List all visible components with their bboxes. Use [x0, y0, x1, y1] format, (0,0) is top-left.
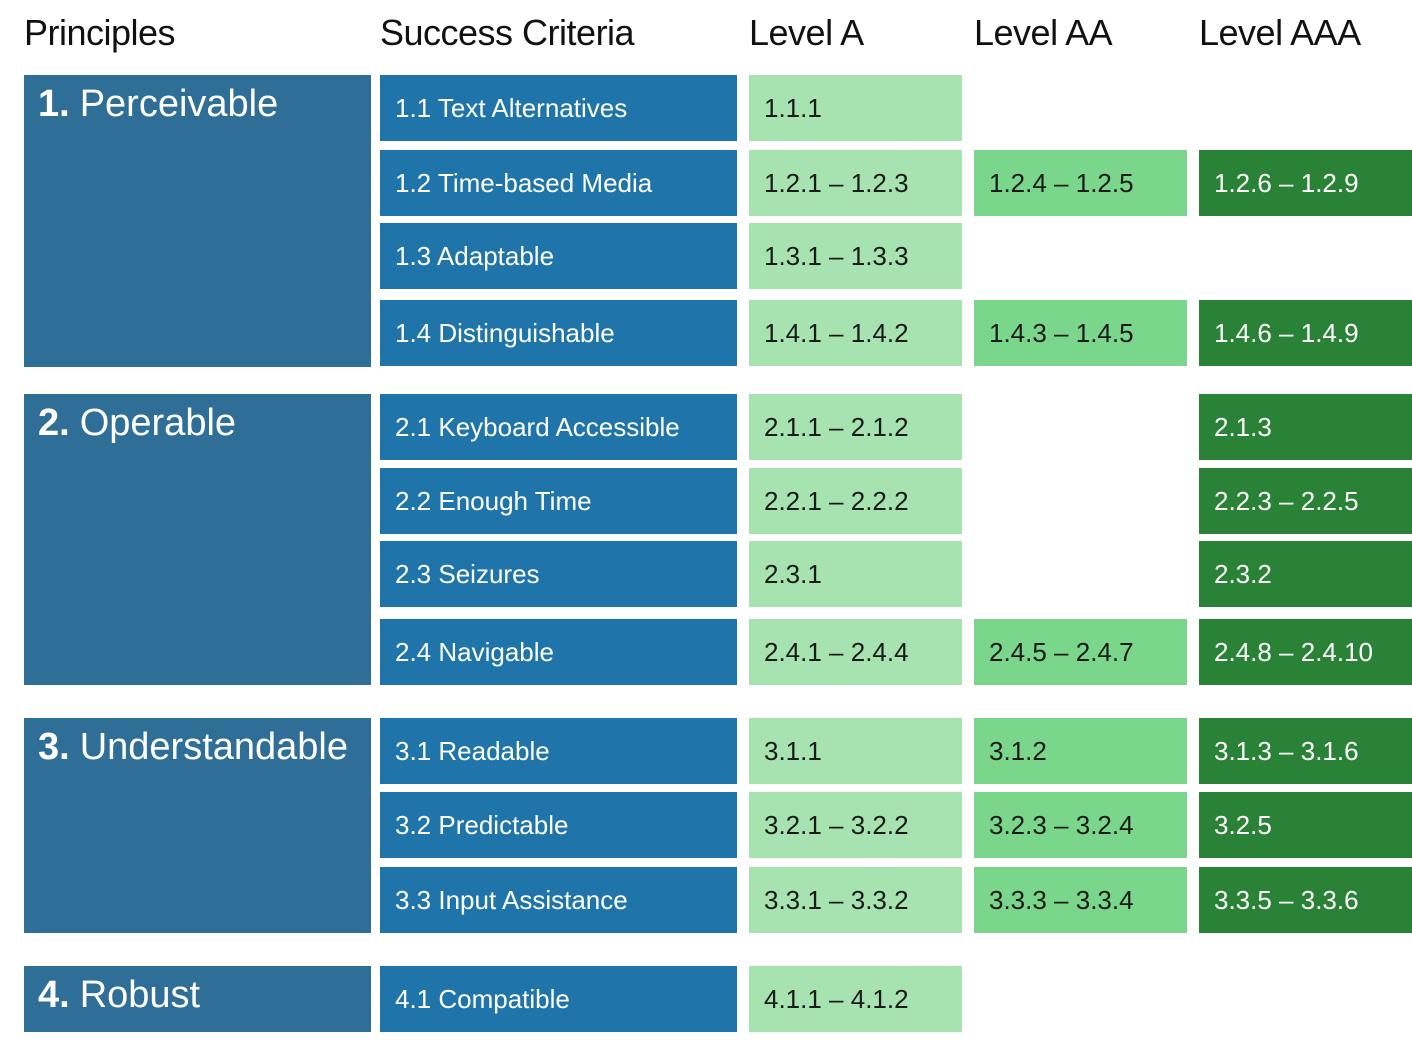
table-row: 2.4 Navigable 2.4.1 – 2.4.4 2.4.5 – 2.4.7 2… [380, 619, 1412, 685]
table-row: 4.1 Compatible 4.1.1 – 4.1.2 [380, 966, 1412, 1032]
level-aa-cell: 3.3.3 – 3.3.4 [974, 867, 1187, 933]
guideline-cell: 2.1 Keyboard Accessible [380, 394, 737, 460]
header-level-aaa: Level AAA [1199, 12, 1361, 53]
header-level-a: Level A [749, 12, 864, 53]
guideline-cell: 1.1 Text Alternatives [380, 75, 737, 141]
guideline-cell: 2.3 Seizures [380, 541, 737, 607]
level-a-cell: 3.1.1 [749, 718, 962, 784]
principle-name: Perceivable [79, 83, 279, 125]
table-row: 1.4 Distinguishable 1.4.1 – 1.4.2 1.4.3 – … [380, 300, 1412, 366]
principle-operable: 2. Operable [24, 394, 371, 685]
level-aaa-cell: 1.2.6 – 1.2.9 [1199, 150, 1412, 216]
level-aaa-cell: 1.4.6 – 1.4.9 [1199, 300, 1412, 366]
level-aaa-cell: 3.1.3 – 3.1.6 [1199, 718, 1412, 784]
principle-robust: 4. Robust [24, 966, 371, 1032]
level-aa-cell: 2.4.5 – 2.4.7 [974, 619, 1187, 685]
header-principles: Principles [24, 12, 176, 53]
guideline-cell: 1.2 Time-based Media [380, 150, 737, 216]
table-row: 1.3 Adaptable 1.3.1 – 1.3.3 [380, 223, 1412, 289]
level-a-cell: 1.4.1 – 1.4.2 [749, 300, 962, 366]
level-aaa-cell: 3.3.5 – 3.3.6 [1199, 867, 1412, 933]
level-aaa-cell: 3.2.5 [1199, 792, 1412, 858]
guideline-cell: 3.2 Predictable [380, 792, 737, 858]
principle-number: 4. [38, 974, 70, 1016]
guideline-cell: 1.3 Adaptable [380, 223, 737, 289]
table-row: 2.2 Enough Time 2.2.1 – 2.2.2 2.2.3 – 2.2.… [380, 468, 1412, 534]
header-level-aa: Level AA [974, 12, 1113, 53]
level-a-cell: 2.1.1 – 2.1.2 [749, 394, 962, 460]
table-row: 1.2 Time-based Media 1.2.1 – 1.2.3 1.2.4 –… [380, 150, 1412, 216]
principle-number: 2. [38, 402, 70, 444]
header-success-criteria: Success Criteria [380, 12, 635, 53]
guideline-cell: 4.1 Compatible [380, 966, 737, 1032]
level-a-cell: 2.4.1 – 2.4.4 [749, 619, 962, 685]
level-aaa-cell: 2.2.3 – 2.2.5 [1199, 468, 1412, 534]
level-a-cell: 2.2.1 – 2.2.2 [749, 468, 962, 534]
level-a-cell: 3.3.1 – 3.3.2 [749, 867, 962, 933]
guideline-cell: 3.1 Readable [380, 718, 737, 784]
principle-understandable: 3. Understandable [24, 718, 371, 933]
principle-perceivable: 1. Perceivable [24, 75, 371, 367]
guideline-cell: 1.4 Distinguishable [380, 300, 737, 366]
principle-number: 3. [38, 726, 70, 768]
level-aa-cell: 1.4.3 – 1.4.5 [974, 300, 1187, 366]
table-row: 3.1 Readable 3.1.1 3.1.2 3.1.3 – 3.1.6 [380, 718, 1412, 784]
level-aaa-cell: 2.1.3 [1199, 394, 1412, 460]
guideline-cell: 2.4 Navigable [380, 619, 737, 685]
level-aa-cell: 3.2.3 – 3.2.4 [974, 792, 1187, 858]
level-a-cell: 1.2.1 – 1.2.3 [749, 150, 962, 216]
principle-name: Understandable [79, 726, 349, 768]
table-row: 2.1 Keyboard Accessible 2.1.1 – 2.1.2 2.1.… [380, 394, 1412, 460]
guideline-cell: 2.2 Enough Time [380, 468, 737, 534]
level-aaa-cell: 2.4.8 – 2.4.10 [1199, 619, 1412, 685]
level-aa-cell: 1.2.4 – 1.2.5 [974, 150, 1187, 216]
level-aaa-cell: 2.3.2 [1199, 541, 1412, 607]
table-row: 3.3 Input Assistance 3.3.1 – 3.3.2 3.3.3 –… [380, 867, 1412, 933]
level-a-cell: 4.1.1 – 4.1.2 [749, 966, 962, 1032]
guideline-cell: 3.3 Input Assistance [380, 867, 737, 933]
principle-number: 1. [38, 83, 70, 125]
level-a-cell: 2.3.1 [749, 541, 962, 607]
table-row: 1.1 Text Alternatives 1.1.1 [380, 75, 1412, 141]
level-a-cell: 3.2.1 – 3.2.2 [749, 792, 962, 858]
table-row: 2.3 Seizures 2.3.1 2.3.2 [380, 541, 1412, 607]
level-aa-cell: 3.1.2 [974, 718, 1187, 784]
level-a-cell: 1.3.1 – 1.3.3 [749, 223, 962, 289]
level-a-cell: 1.1.1 [749, 75, 962, 141]
principle-name: Operable [79, 402, 237, 444]
table-row: 3.2 Predictable 3.2.1 – 3.2.2 3.2.3 – 3.2.… [380, 792, 1412, 858]
principle-name: Robust [79, 974, 201, 1016]
